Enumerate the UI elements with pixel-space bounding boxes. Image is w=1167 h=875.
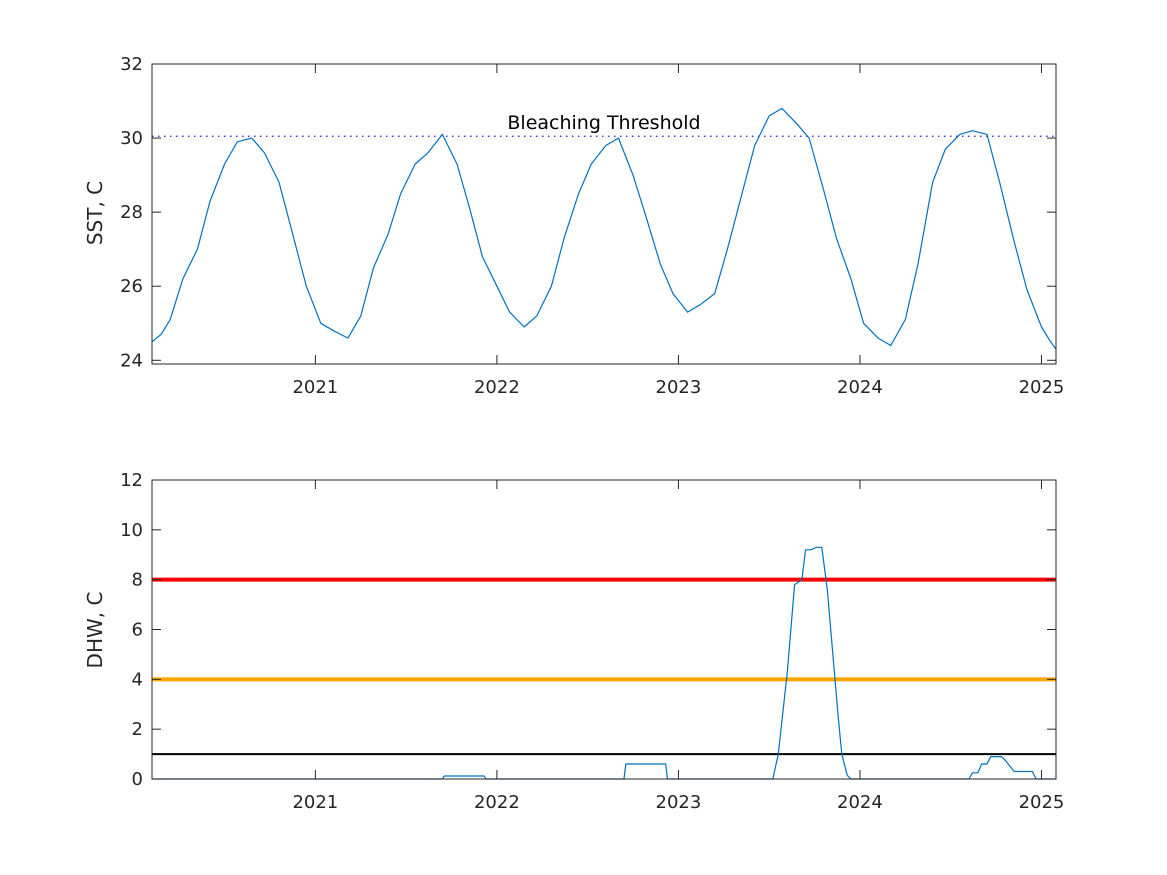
dhw-y-tick-label: 10 (120, 520, 143, 541)
dhw-y-tick-label: 12 (120, 470, 143, 491)
sst-x-tick-label: 2024 (837, 377, 883, 398)
sst-y-axis-label: SST, C (83, 181, 107, 245)
dhw-x-tick-label: 2021 (292, 792, 338, 813)
dhw-x-tick-label: 2025 (1019, 792, 1065, 813)
sst-y-tick-label: 24 (120, 350, 143, 371)
sst-x-tick-label: 2022 (474, 377, 520, 398)
dhw-plot-area: 0 2 4 6 8 10 12 2021 2022 2023 2024 2025 (120, 470, 1064, 813)
sst-plot-area: Bleaching Threshold 24 26 28 30 32 2021 2022 202… (120, 54, 1064, 398)
sst-y-tick-label: 28 (120, 202, 143, 223)
sst-x-tick-label: 2023 (656, 377, 702, 398)
dhw-y-tick-label: 6 (132, 620, 143, 641)
dhw-x-tick-label: 2024 (837, 792, 883, 813)
dhw-panel: 0 2 4 6 8 10 12 2021 2022 2023 2024 2025 DHW, C (83, 470, 1064, 813)
sst-threshold-label: Bleaching Threshold (507, 112, 700, 134)
dhw-x-tick-label: 2023 (656, 792, 702, 813)
dhw-series-line (152, 546, 1056, 780)
sst-panel: Bleaching Threshold 24 26 28 30 32 2021 2022 202… (83, 54, 1064, 398)
dhw-x-tick-label: 2022 (474, 792, 520, 813)
sst-x-tick-label: 2025 (1019, 377, 1065, 398)
sst-y-tick-label: 30 (120, 128, 143, 149)
dhw-y-tick-label: 2 (132, 719, 143, 740)
sst-x-tick-label: 2021 (292, 377, 338, 398)
dhw-y-tick-label: 8 (132, 570, 143, 591)
sst-y-tick-label: 26 (120, 276, 143, 297)
sst-axes-box (151, 63, 1057, 365)
dhw-y-axis-label: DHW, C (83, 592, 107, 669)
dhw-y-tick-label: 4 (132, 669, 143, 690)
sst-series-line (151, 107, 1057, 350)
dhw-y-tick-label: 0 (132, 769, 143, 790)
sst-y-tick-label: 32 (120, 54, 143, 75)
